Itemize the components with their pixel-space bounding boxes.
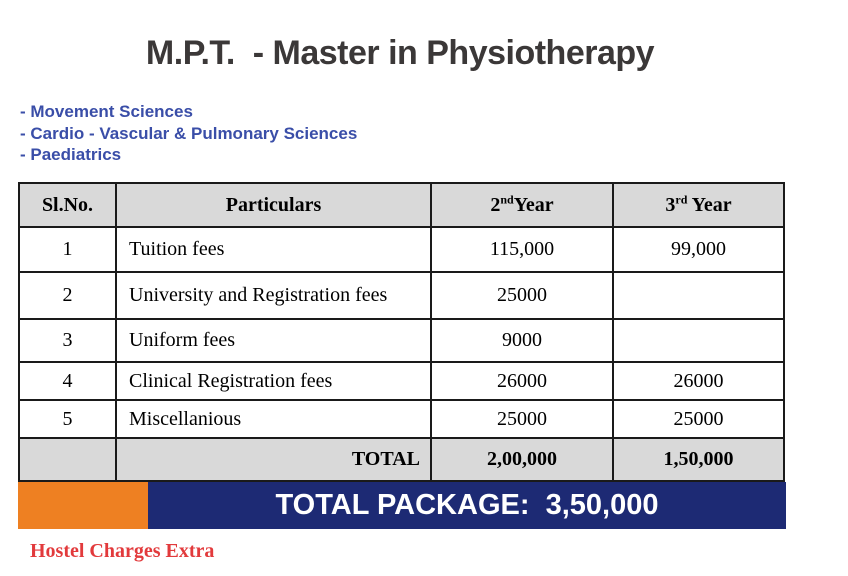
cell-particulars: Tuition fees xyxy=(115,226,432,273)
total-year2: 2,00,000 xyxy=(430,437,614,482)
total-package-text: TOTAL PACKAGE: 3,50,000 xyxy=(275,489,659,521)
table-total-row: TOTAL 2,00,000 1,50,000 xyxy=(18,437,785,482)
hostel-charges-note: Hostel Charges Extra xyxy=(30,540,215,562)
header-2nd-year-rest: Year xyxy=(513,193,554,216)
cell-year2: 115,000 xyxy=(430,226,614,273)
cell-sl: 5 xyxy=(18,399,117,439)
table-header-row: Sl.No. Particulars 2ndYear 3rd Year xyxy=(18,182,785,228)
specialization-item: - Cardio - Vascular & Pulmonary Sciences xyxy=(20,123,358,143)
cell-year2: 26000 xyxy=(430,361,614,401)
header-3rd-year-sup: rd xyxy=(675,191,688,206)
cell-year3 xyxy=(612,318,785,363)
cell-particulars: Uniform fees xyxy=(115,318,432,363)
table-row: 1 Tuition fees 115,000 99,000 xyxy=(18,226,785,273)
header-3rd-year: 3rd Year xyxy=(612,182,785,228)
cell-sl: 3 xyxy=(18,318,117,363)
specialization-item: - Paediatrics xyxy=(20,145,122,164)
fees-table: Sl.No. Particulars 2ndYear 3rd Year 1 Tu… xyxy=(18,182,785,482)
cell-particulars: University and Registration fees xyxy=(115,271,432,320)
header-sl-no: Sl.No. xyxy=(18,182,117,228)
orange-accent-block xyxy=(18,482,148,529)
specialization-item: - Movement Sciences xyxy=(20,102,193,121)
cell-year2: 25000 xyxy=(430,399,614,439)
header-3rd-year-rest: Year xyxy=(687,193,732,216)
cell-year2: 9000 xyxy=(430,318,614,363)
header-2nd-year: 2ndYear xyxy=(430,182,614,228)
cell-sl: 4 xyxy=(18,361,117,401)
cell-particulars: Clinical Registration fees xyxy=(115,361,432,401)
table-row: 3 Uniform fees 9000 xyxy=(18,318,785,363)
header-particulars: Particulars xyxy=(115,182,432,228)
table-row: 2 University and Registration fees 25000 xyxy=(18,271,785,320)
cell-year3: 25000 xyxy=(612,399,785,439)
cell-year3 xyxy=(612,271,785,320)
cell-sl: 1 xyxy=(18,226,117,273)
header-2nd-year-base: 2 xyxy=(490,193,501,216)
cell-year3: 26000 xyxy=(612,361,785,401)
table-row: 5 Miscellanious 25000 25000 xyxy=(18,399,785,439)
total-package-banner: TOTAL PACKAGE: 3,50,000 xyxy=(148,482,786,529)
cell-particulars: Miscellanious xyxy=(115,399,432,439)
specialization-list: - Movement Sciences - Cardio - Vascular … xyxy=(20,101,357,166)
cell-year2: 25000 xyxy=(430,271,614,320)
cell-sl-empty xyxy=(18,437,117,482)
header-2nd-year-sup: nd xyxy=(500,191,514,206)
table-row: 4 Clinical Registration fees 26000 26000 xyxy=(18,361,785,401)
total-label: TOTAL xyxy=(115,437,432,482)
header-3rd-year-base: 3 xyxy=(665,193,676,216)
cell-year3: 99,000 xyxy=(612,226,785,273)
total-year3: 1,50,000 xyxy=(612,437,785,482)
page-title: M.P.T. - Master in Physiotherapy xyxy=(145,34,655,72)
cell-sl: 2 xyxy=(18,271,117,320)
